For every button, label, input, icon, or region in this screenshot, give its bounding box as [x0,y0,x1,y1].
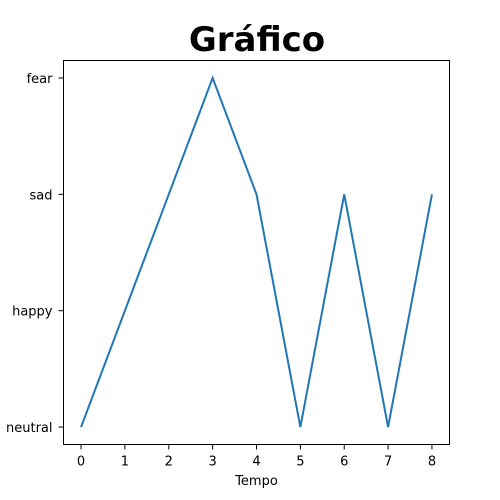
x-tick-label: 1 [121,455,129,470]
x-tick-label: 7 [384,455,392,470]
y-tick-label: happy [12,305,53,320]
plot-frame [63,60,450,445]
x-axis-ticks: 0 1 2 3 4 5 6 7 8 [77,444,436,470]
x-tick-label: 2 [165,455,173,470]
x-tick-label: 0 [77,455,85,470]
x-tick-label: 6 [340,455,348,470]
y-tick-label: fear [27,72,54,87]
y-tick-label: sad [30,188,53,203]
y-axis-ticks: neutral happy sad fear [6,72,64,436]
series-layer [80,75,433,428]
y-tick-label: neutral [6,421,53,436]
series-line [80,75,433,428]
x-axis-label: Tempo [234,474,278,489]
x-tick-label: 5 [296,455,304,470]
x-tick-label: 8 [428,455,436,470]
x-tick-label: 3 [208,455,216,470]
chart-title: Gráfico [189,20,325,60]
x-tick-label: 4 [252,455,260,470]
